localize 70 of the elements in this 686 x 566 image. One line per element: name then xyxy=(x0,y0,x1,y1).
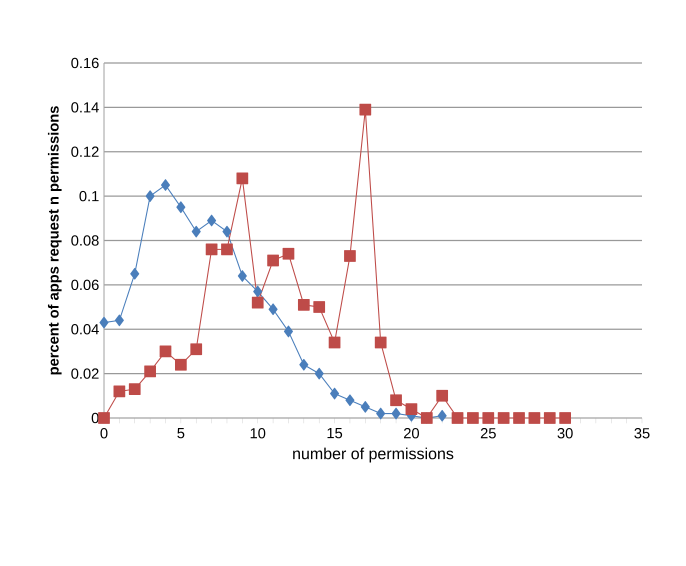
x-tick-label: 10 xyxy=(250,428,266,438)
y-tick-label: 0.14 xyxy=(71,102,99,113)
y-tick-label: 0.08 xyxy=(71,235,99,246)
point xyxy=(360,401,370,413)
x-tick-label: 0 xyxy=(100,428,108,438)
point xyxy=(374,336,387,348)
point xyxy=(252,296,264,308)
x-tick-label: 25 xyxy=(480,428,496,438)
point xyxy=(513,412,525,424)
point xyxy=(114,314,124,326)
point xyxy=(284,326,293,338)
point xyxy=(544,412,556,424)
point xyxy=(482,412,494,424)
point xyxy=(146,190,155,202)
point xyxy=(267,254,279,266)
x-tick-label: 15 xyxy=(328,428,342,438)
point xyxy=(498,412,510,424)
y-tick-label: 0.02 xyxy=(71,368,99,379)
point xyxy=(392,408,401,420)
point xyxy=(190,343,202,356)
point xyxy=(207,214,216,226)
point xyxy=(238,270,247,282)
point xyxy=(236,172,248,184)
x-tick-label: 5 xyxy=(177,428,184,438)
y-tick-label: 0.04 xyxy=(71,324,99,334)
y-tick-label: 0.06 xyxy=(71,280,99,290)
point xyxy=(438,410,447,422)
point xyxy=(298,298,310,311)
point xyxy=(359,104,372,116)
point xyxy=(345,394,354,406)
x-tick-label: 35 xyxy=(634,428,650,438)
y-tick-label: 0.1 xyxy=(79,190,99,202)
point xyxy=(282,248,294,260)
x-tick-label: 30 xyxy=(558,428,573,438)
point xyxy=(114,385,126,398)
y-tick-label: 0.12 xyxy=(71,146,99,157)
point xyxy=(222,226,232,238)
point xyxy=(528,412,540,424)
point xyxy=(390,394,402,406)
point xyxy=(314,368,324,380)
point xyxy=(344,250,356,262)
point xyxy=(221,243,233,256)
point xyxy=(452,412,464,424)
y-tick-label: 0.16 xyxy=(71,58,99,68)
point xyxy=(130,268,140,280)
point xyxy=(206,243,218,256)
x-tick-label: 20 xyxy=(404,428,419,438)
point xyxy=(299,358,308,371)
point xyxy=(253,286,262,298)
point xyxy=(192,226,201,238)
point xyxy=(436,390,448,402)
point xyxy=(268,303,278,316)
x-axis-title: number of permissions xyxy=(293,448,454,462)
point xyxy=(160,179,170,191)
point xyxy=(176,201,186,214)
point xyxy=(99,316,109,328)
point xyxy=(559,412,572,424)
point xyxy=(406,403,418,415)
point xyxy=(467,412,479,424)
y-axis-title: percent of apps request n permissions xyxy=(48,106,62,374)
point xyxy=(144,366,156,378)
point xyxy=(160,346,172,358)
y-tick-label: 0 xyxy=(92,412,99,424)
point xyxy=(174,358,187,371)
point xyxy=(328,336,340,348)
point xyxy=(98,412,110,424)
point xyxy=(330,388,340,400)
point xyxy=(313,301,326,313)
point xyxy=(376,408,386,420)
point xyxy=(128,383,141,396)
